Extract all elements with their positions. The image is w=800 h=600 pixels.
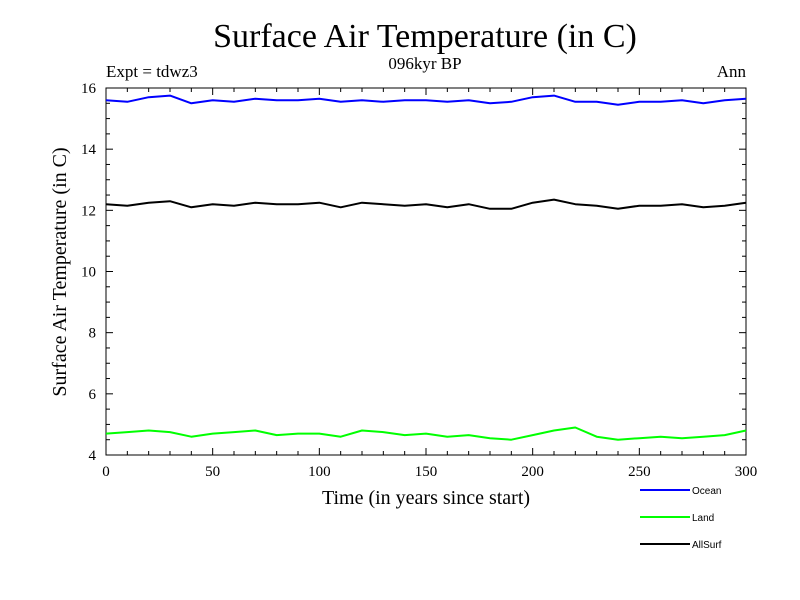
chart-title: Surface Air Temperature (in C) — [213, 18, 637, 55]
legend-label-land: Land — [692, 513, 714, 524]
x-tick-label: 150 — [415, 464, 438, 480]
y-tick-label: 8 — [89, 326, 97, 342]
series-lines — [105, 94, 747, 441]
legend-label-ocean: Ocean — [692, 486, 721, 497]
x-tick-label: 300 — [735, 464, 758, 480]
experiment-label: Expt = tdwz3 — [106, 62, 198, 81]
y-tick-label: 10 — [81, 265, 96, 281]
plot-frame — [105, 87, 747, 456]
y-tick-label: 14 — [81, 142, 97, 158]
x-tick-label: 200 — [521, 464, 544, 480]
x-axis-ticks: 0 50 100 150 200 250 300 — [102, 88, 757, 480]
x-tick-label: 100 — [308, 464, 331, 480]
legend: Ocean Land AllSurf — [640, 486, 722, 551]
y-axis-label: Surface Air Temperature (in C) — [49, 147, 71, 396]
y-tick-label: 16 — [81, 81, 97, 97]
y-tick-label: 12 — [81, 203, 96, 219]
time-period-label: 096kyr BP — [388, 54, 461, 73]
legend-label-allsurf: AllSurf — [692, 540, 722, 551]
x-axis-label: Time (in years since start) — [322, 487, 530, 509]
season-label: Ann — [717, 62, 747, 81]
x-tick-label: 0 — [102, 464, 110, 480]
x-tick-label: 50 — [205, 464, 220, 480]
y-tick-label: 6 — [89, 387, 97, 403]
x-tick-label: 250 — [628, 464, 651, 480]
series-line-allsurf — [105, 198, 747, 210]
y-tick-label: 4 — [89, 448, 97, 464]
series-line-ocean — [105, 94, 747, 106]
series-line-land — [105, 426, 747, 441]
y-axis-ticks: 4 6 8 10 12 14 16 — [81, 81, 746, 464]
